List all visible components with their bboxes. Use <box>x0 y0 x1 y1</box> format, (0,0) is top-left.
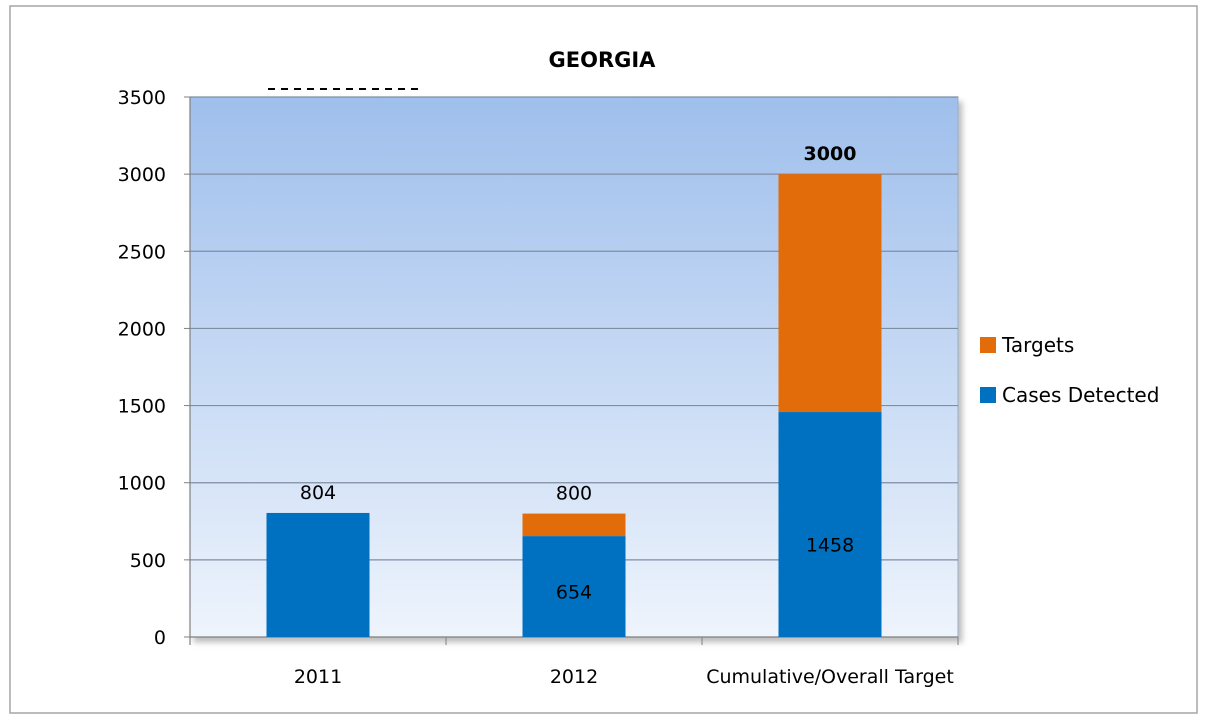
data-label: 654 <box>556 582 592 604</box>
legend-swatch <box>980 337 996 353</box>
x-tick-label: 2011 <box>294 666 342 688</box>
bar-cases-detected-0 <box>266 512 370 637</box>
bar-cases-detected-2 <box>778 412 882 637</box>
data-label: 1458 <box>806 535 854 557</box>
x-tick-label: Cumulative/Overall Target <box>706 666 954 688</box>
y-tick-label: 2500 <box>118 241 166 263</box>
data-labels: 804 800 654 3000 1458 <box>300 143 857 604</box>
data-label: 800 <box>556 483 592 505</box>
x-tick-label: 2012 <box>550 666 598 688</box>
bar-cases-detected-1 <box>522 536 626 637</box>
y-tick-label: 0 <box>154 627 166 649</box>
y-tick-labels: 0 500 1000 1500 2000 2500 3000 3500 <box>118 87 166 649</box>
chart-title: GEORGIA <box>549 48 657 72</box>
legend: Targets Cases Detected <box>980 333 1159 407</box>
data-label: 804 <box>300 482 336 504</box>
y-tick-label: 1000 <box>118 473 166 495</box>
y-tick-label: 500 <box>130 550 166 572</box>
bar-targets-2 <box>778 174 882 413</box>
legend-swatch <box>980 387 996 403</box>
y-tick-label: 3500 <box>118 87 166 109</box>
data-label: 3000 <box>804 143 857 165</box>
legend-label: Cases Detected <box>1002 383 1159 407</box>
y-tick-label: 1500 <box>118 396 166 418</box>
y-tick-label: 2000 <box>118 318 166 340</box>
bar-targets-1 <box>522 513 626 537</box>
bars <box>266 174 882 637</box>
x-tick-labels: 2011 2012 Cumulative/Overall Target <box>294 666 954 688</box>
legend-label: Targets <box>1001 333 1074 357</box>
y-tick-label: 3000 <box>118 164 166 186</box>
